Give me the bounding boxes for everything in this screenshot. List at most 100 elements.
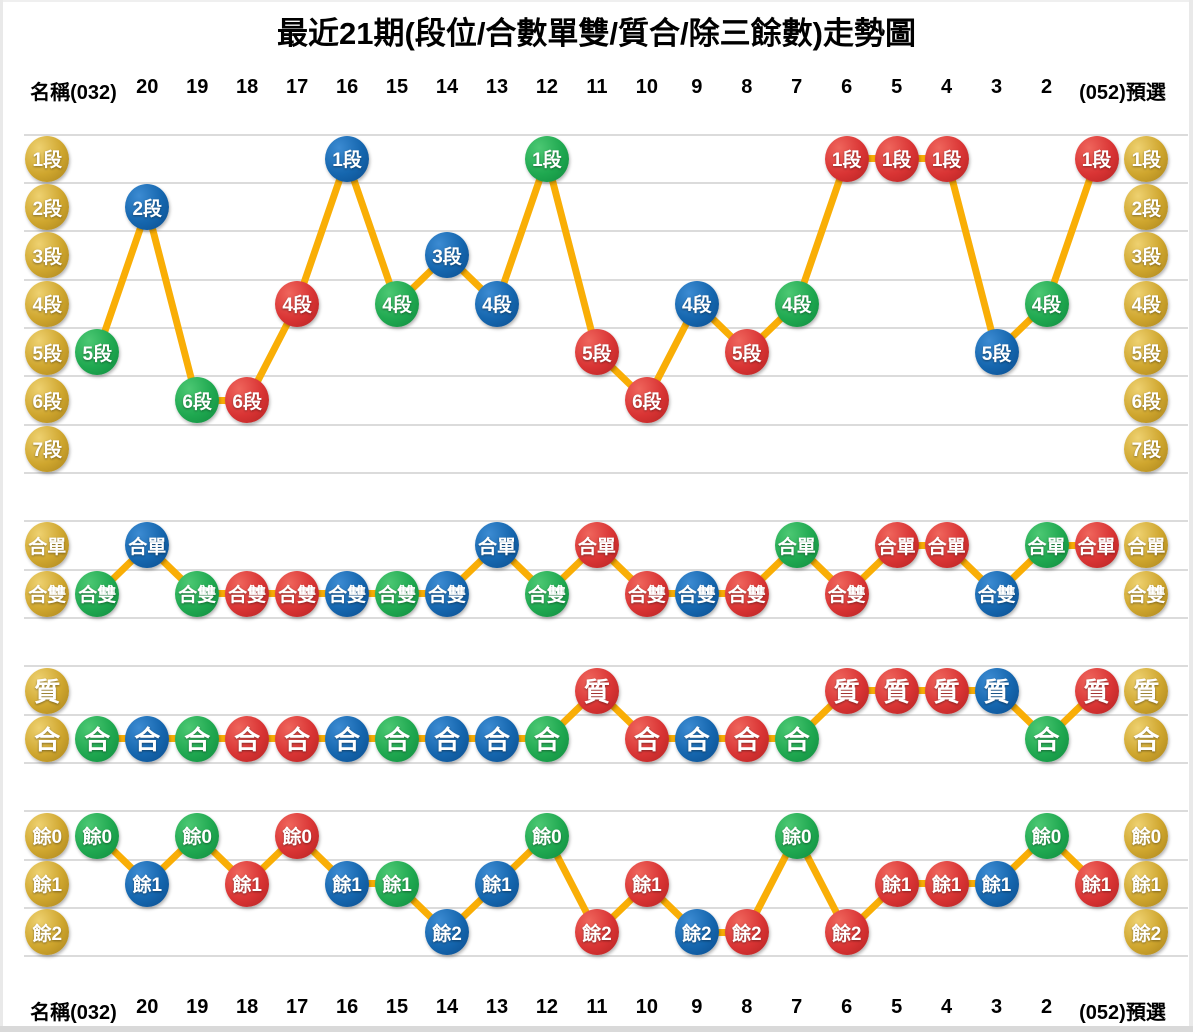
- trend-point: 合: [625, 716, 669, 762]
- trend-point: 質: [875, 668, 919, 714]
- horizontal-scrollbar-track[interactable]: [0, 1026, 1193, 1032]
- trend-point: 餘2: [675, 909, 719, 955]
- trend-point: 合雙: [75, 571, 119, 617]
- trend-point: 6段: [175, 377, 219, 423]
- trend-point: 合單: [1075, 522, 1119, 568]
- period-label: 14: [436, 76, 458, 99]
- trend-point: 質: [575, 668, 619, 714]
- row-label-left: 6段: [25, 377, 69, 423]
- trend-point: 質: [925, 668, 969, 714]
- trend-point: 4段: [1025, 281, 1069, 327]
- row-label-right: 餘2: [1124, 909, 1168, 955]
- row-label-left: 3段: [25, 232, 69, 278]
- row-label-right: 合雙: [1124, 571, 1168, 617]
- trend-point: 餘0: [175, 813, 219, 859]
- row-label-right: 質: [1124, 668, 1168, 714]
- row-label-left: 餘1: [25, 861, 69, 907]
- row-label-left: 2段: [25, 184, 69, 230]
- trend-point: 餘2: [825, 909, 869, 955]
- trend-point: 合: [325, 716, 369, 762]
- trend-point: 合雙: [225, 571, 269, 617]
- row-label-right: 7段: [1124, 426, 1168, 472]
- trend-point: 1段: [1075, 136, 1119, 182]
- trend-point: 餘1: [225, 861, 269, 907]
- trend-point: 1段: [525, 136, 569, 182]
- period-label: 9: [691, 76, 702, 99]
- trend-point: 餘0: [75, 813, 119, 859]
- period-label: 20: [136, 996, 158, 1019]
- trend-point: 餘1: [925, 861, 969, 907]
- trend-chart-screen: 最近21期(段位/合數單雙/質合/除三餘數)走勢圖 名稱(032)2019181…: [0, 0, 1193, 1032]
- period-label: 14: [436, 996, 458, 1019]
- trend-point: 2段: [125, 184, 169, 230]
- trend-point: 1段: [825, 136, 869, 182]
- row-label-left: 合: [25, 716, 69, 762]
- row-label-right: 1段: [1124, 136, 1168, 182]
- trend-point: 合單: [475, 522, 519, 568]
- trend-point: 5段: [725, 329, 769, 375]
- grid-line: [24, 230, 1188, 232]
- trend-point: 合: [275, 716, 319, 762]
- trend-point: 合雙: [425, 571, 469, 617]
- trend-point: 合: [525, 716, 569, 762]
- trend-point: 餘2: [725, 909, 769, 955]
- trend-point: 合雙: [825, 571, 869, 617]
- page-title: 最近21期(段位/合數單雙/質合/除三餘數)走勢圖: [0, 8, 1193, 53]
- trend-point: 餘0: [775, 813, 819, 859]
- trend-point: 4段: [775, 281, 819, 327]
- trend-point: 合單: [575, 522, 619, 568]
- trend-point: 餘1: [125, 861, 169, 907]
- period-label: 20: [136, 76, 158, 99]
- trend-point: 合: [425, 716, 469, 762]
- row-label-right: 4段: [1124, 281, 1168, 327]
- grid-line: [24, 279, 1188, 281]
- period-label: 10: [636, 76, 658, 99]
- grid-line: [24, 472, 1188, 474]
- trend-point: 合雙: [375, 571, 419, 617]
- trend-point: 4段: [375, 281, 419, 327]
- trend-point: 合: [675, 716, 719, 762]
- trend-point: 餘1: [875, 861, 919, 907]
- grid-line: [24, 907, 1188, 909]
- period-label: 2: [1041, 996, 1052, 1019]
- row-label-right: 餘0: [1124, 813, 1168, 859]
- trend-point: 5段: [75, 329, 119, 375]
- window-right-edge: [1189, 0, 1193, 1032]
- trend-point: 合單: [775, 522, 819, 568]
- row-label-left: 合雙: [25, 571, 69, 617]
- period-label: 16: [336, 76, 358, 99]
- trend-point: 合雙: [975, 571, 1019, 617]
- preselect-label: (052)預選: [1079, 76, 1166, 105]
- trend-point: 合雙: [725, 571, 769, 617]
- trend-point: 5段: [575, 329, 619, 375]
- trend-point: 質: [1075, 668, 1119, 714]
- grid-line: [24, 665, 1188, 667]
- grid-line: [24, 955, 1188, 957]
- period-label: 19: [186, 996, 208, 1019]
- trend-point: 3段: [425, 232, 469, 278]
- trend-point: 餘0: [1025, 813, 1069, 859]
- period-label: 17: [286, 996, 308, 1019]
- name-label: 名稱(032): [30, 76, 117, 105]
- grid-line: [24, 327, 1188, 329]
- period-label: 3: [991, 996, 1002, 1019]
- window-left-edge: [0, 0, 3, 1032]
- window-top-edge: [0, 0, 1193, 2]
- period-label: 6: [841, 76, 852, 99]
- trend-point: 4段: [275, 281, 319, 327]
- name-label: 名稱(032): [30, 996, 117, 1025]
- trend-point: 餘1: [325, 861, 369, 907]
- period-label: 11: [586, 76, 607, 99]
- period-label: 17: [286, 76, 308, 99]
- period-label: 15: [386, 996, 408, 1019]
- period-label: 3: [991, 76, 1002, 99]
- row-label-left: 4段: [25, 281, 69, 327]
- trend-point: 合: [125, 716, 169, 762]
- trend-point: 合: [375, 716, 419, 762]
- period-label: 12: [536, 76, 558, 99]
- trend-point: 合雙: [625, 571, 669, 617]
- row-label-left: 合單: [25, 522, 69, 568]
- grid-line: [24, 134, 1188, 136]
- trend-point: 6段: [225, 377, 269, 423]
- period-label: 10: [636, 996, 658, 1019]
